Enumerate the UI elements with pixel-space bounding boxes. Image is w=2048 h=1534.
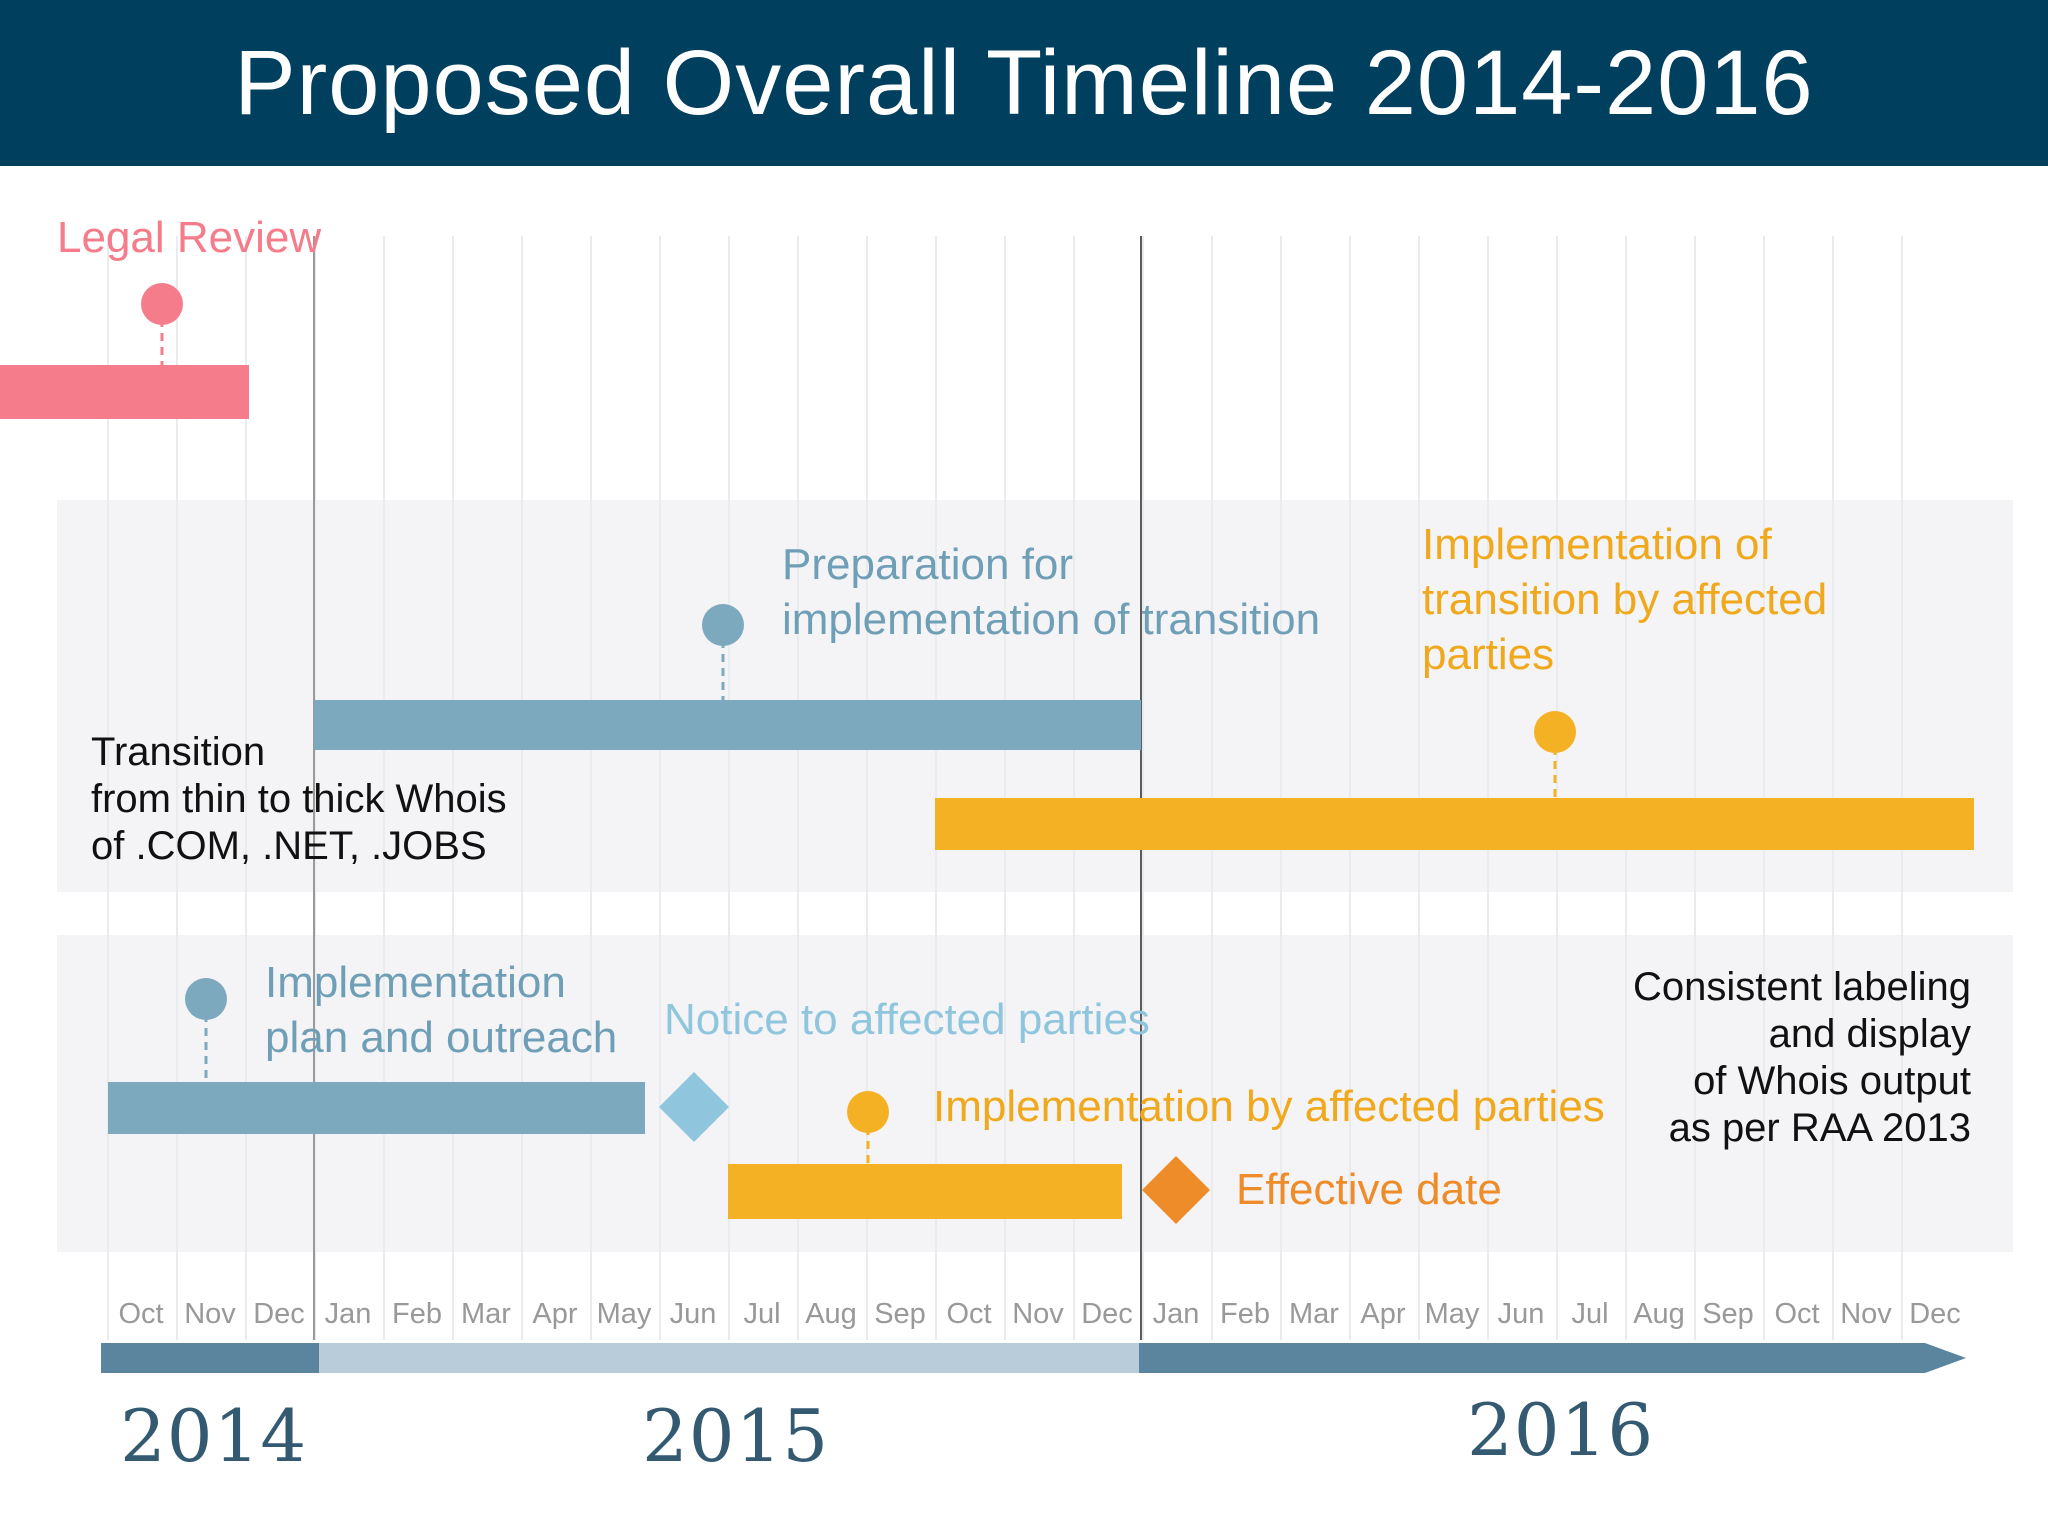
gridline	[1004, 236, 1006, 1340]
year-label-2015: 2015	[642, 1394, 830, 1478]
implementation-transition-label-line-3: parties	[1422, 630, 1555, 679]
implementation-affected-label: Implementation by affected parties	[933, 1082, 1605, 1131]
thick-whois-label-line-2: from thin to thick Whois	[91, 777, 507, 821]
month-label: Nov	[1012, 1298, 1064, 1330]
gridline	[1487, 236, 1489, 1340]
gridline	[797, 236, 799, 1340]
gridline	[521, 236, 523, 1340]
month-label: Jul	[1571, 1298, 1608, 1330]
gridline	[1073, 236, 1075, 1340]
gridline	[1418, 236, 1420, 1340]
month-label: Jan	[1153, 1298, 1200, 1330]
preparation-pin	[702, 604, 744, 646]
plan-label-line-2: plan and outreach	[265, 1013, 618, 1062]
gridline	[866, 236, 868, 1340]
gridline	[1142, 236, 1144, 1340]
month-label: Oct	[946, 1298, 991, 1330]
gridline	[1280, 236, 1282, 1340]
plan-pin	[185, 978, 227, 1020]
gridline	[1901, 236, 1903, 1340]
gridline	[935, 236, 937, 1340]
preparation-label: Preparation for implementation of transi…	[782, 537, 1320, 647]
effective-date-label: Effective date	[1236, 1165, 1502, 1214]
year-label-2014: 2014	[120, 1394, 308, 1478]
month-label: Feb	[1220, 1298, 1270, 1330]
implementation-transition-label: Implementation of transition by affected…	[1422, 517, 1827, 682]
gridline	[1556, 236, 1558, 1340]
month-labels: Oct Nov Dec Jan Feb Mar Apr May Jun Jul Aug Sep Oct N…	[118, 1298, 1960, 1330]
preparation-label-line-1: Preparation for	[782, 540, 1074, 589]
page-title: Proposed Overall Timeline 2014-2016	[234, 31, 1814, 134]
month-label: Feb	[392, 1298, 442, 1330]
thick-whois-label-line-1: Transition	[91, 730, 266, 774]
month-label: Aug	[805, 1298, 857, 1330]
axis-bar-2016	[1139, 1343, 1966, 1373]
consistent-labeling-line-4: as per RAA 2013	[1668, 1106, 1971, 1150]
month-label: May	[597, 1298, 652, 1330]
preparation-label-line-2: implementation of transition	[782, 595, 1321, 644]
plan-label-line-1: Implementation	[265, 958, 566, 1007]
month-label: Nov	[184, 1298, 236, 1330]
axis-bar-2015	[319, 1343, 1139, 1373]
consistent-labeling-label: Consistent labeling and display of Whois…	[1633, 964, 1971, 1152]
month-label: Dec	[1909, 1298, 1961, 1330]
preparation-bar	[314, 700, 1141, 750]
plan-label: Implementation plan and outreach	[265, 955, 617, 1065]
consistent-labeling-line-1: Consistent labeling	[1633, 965, 1971, 1009]
gridline	[659, 236, 661, 1340]
gridline	[1349, 236, 1351, 1340]
month-label: Jun	[670, 1298, 717, 1330]
implementation-transition-pin	[1534, 711, 1576, 753]
month-label: Sep	[1702, 1298, 1754, 1330]
consistent-labeling-line-2: and display	[1768, 1012, 1971, 1056]
month-label: May	[1425, 1298, 1480, 1330]
implementation-affected-bar	[728, 1164, 1122, 1219]
month-label: Dec	[253, 1298, 305, 1330]
thick-whois-label: Transition from thin to thick Whois of .…	[91, 729, 507, 870]
legal-review-label: Legal Review	[57, 213, 322, 262]
gridline	[383, 236, 385, 1340]
gridline	[1694, 236, 1696, 1340]
plan-bar	[108, 1082, 645, 1134]
implementation-transition-label-line-2: transition by affected	[1422, 575, 1828, 624]
thick-whois-label-line-3: of .COM, .NET, .JOBS	[91, 824, 487, 868]
implementation-affected-pin	[847, 1091, 889, 1133]
implementation-transition-bar	[935, 798, 1974, 850]
notice-label: Notice to affected parties	[664, 995, 1150, 1044]
header-banner: Proposed Overall Timeline 2014-2016	[0, 0, 2048, 166]
month-label: Jun	[1498, 1298, 1545, 1330]
axis-bar-2014	[101, 1343, 319, 1373]
month-label: Oct	[1774, 1298, 1819, 1330]
month-label: Mar	[461, 1298, 511, 1330]
gridline	[1763, 236, 1765, 1340]
gridline	[1211, 236, 1213, 1340]
month-label: Apr	[1360, 1298, 1405, 1330]
gridline	[176, 236, 178, 1340]
gridline	[107, 236, 109, 1340]
legal-review-bar	[0, 365, 249, 419]
month-label: Nov	[1840, 1298, 1892, 1330]
gridline	[1625, 236, 1627, 1340]
month-label: Jan	[325, 1298, 372, 1330]
month-label: Mar	[1289, 1298, 1339, 1330]
month-label: Oct	[118, 1298, 163, 1330]
gridline	[1832, 236, 1834, 1340]
month-label: Dec	[1081, 1298, 1133, 1330]
gridline	[728, 236, 730, 1340]
notice-diamond	[659, 1072, 729, 1142]
month-label: Apr	[532, 1298, 577, 1330]
legal-review-pin	[141, 283, 183, 325]
month-label: Aug	[1633, 1298, 1685, 1330]
gridline	[590, 236, 592, 1340]
gridline	[452, 236, 454, 1340]
consistent-labeling-line-3: of Whois output	[1693, 1059, 1971, 1103]
implementation-transition-label-line-1: Implementation of	[1422, 520, 1772, 569]
month-label: Sep	[874, 1298, 926, 1330]
month-label: Jul	[743, 1298, 780, 1330]
effective-date-diamond	[1142, 1156, 1210, 1224]
gridline	[245, 236, 247, 1340]
year-label-2016: 2016	[1467, 1388, 1655, 1472]
